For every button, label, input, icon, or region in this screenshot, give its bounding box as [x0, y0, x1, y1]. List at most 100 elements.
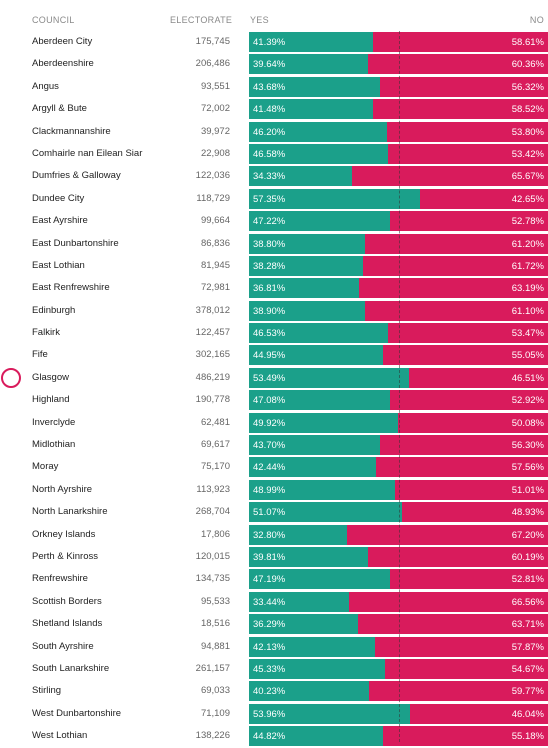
council-name: East Dunbartonshire [32, 237, 119, 249]
council-name: Orkney Islands [32, 528, 96, 540]
electorate-value: 86,836 [200, 237, 230, 249]
yes-bar [249, 524, 348, 545]
yes-percentage-label: 38.28% [253, 260, 286, 272]
no-column-header: NO [529, 15, 544, 25]
table-row: Scottish Borders 95,533 33.44% 66.56% [0, 591, 548, 613]
yes-bar [249, 54, 368, 75]
yes-percentage-label: 44.95% [253, 350, 286, 362]
council-name: South Ayrshire [32, 640, 94, 652]
council-name: Dumfries & Galloway [32, 170, 121, 182]
yes-bar [249, 143, 389, 164]
table-row: South Ayrshire 94,881 42.13% 57.87% [0, 636, 548, 658]
no-percentage-label: 60.19% [511, 551, 544, 563]
no-percentage-label: 60.36% [511, 59, 544, 71]
electorate-value: 75,170 [200, 461, 230, 473]
yes-bar [249, 390, 390, 411]
yes-bar [249, 367, 409, 388]
council-name: East Renfrewshire [32, 282, 110, 294]
table-row: Orkney Islands 17,806 32.80% 67.20% [0, 524, 548, 546]
yes-bar [249, 121, 388, 142]
electorate-value: 486,219 [195, 371, 230, 383]
yes-percentage-label: 40.23% [253, 686, 286, 698]
council-name: Shetland Islands [32, 618, 103, 630]
table-row: Dundee City 118,729 57.35% 42.65% [0, 188, 548, 210]
no-percentage-label: 50.08% [511, 417, 544, 429]
no-percentage-label: 51.01% [511, 484, 544, 496]
electorate-value: 122,457 [195, 327, 230, 339]
yes-bar [249, 345, 384, 366]
no-percentage-label: 53.47% [511, 328, 544, 340]
table-row: Perth & Kinross 120,015 39.81% 60.19% [0, 546, 548, 568]
electorate-value: 95,533 [200, 595, 230, 607]
table-row: Comhairle nan Eilean Siar 22,908 46.58% 53.… [0, 143, 548, 165]
council-name: Highland [32, 394, 70, 406]
no-bar: 48.99% 51.01% [249, 479, 548, 500]
no-percentage-label: 61.72% [511, 260, 544, 272]
table-row: East Ayrshire 99,664 47.22% 52.78% [0, 210, 548, 232]
electorate-value: 113,923 [196, 483, 230, 495]
council-name: East Lothian [32, 259, 85, 271]
electorate-value: 22,908 [200, 147, 230, 159]
yes-percentage-label: 42.13% [253, 641, 286, 653]
yes-percentage-label: 45.33% [253, 663, 286, 675]
no-percentage-label: 66.56% [511, 596, 544, 608]
yes-percentage-label: 36.29% [253, 619, 286, 631]
yes-bar [249, 457, 376, 478]
table-header: COUNCIL ELECTORATE YES NO [0, 0, 548, 34]
council-name: Inverclyde [32, 416, 76, 428]
electorate-value: 122,036 [195, 170, 230, 182]
council-name: Comhairle nan Eilean Siar [32, 147, 143, 159]
table-row: North Ayrshire 113,923 48.99% 51.01% [0, 479, 548, 501]
electorate-value: 118,729 [196, 192, 230, 204]
no-percentage-label: 55.18% [511, 731, 544, 743]
yes-percentage-label: 39.81% [253, 551, 286, 563]
yes-percentage-label: 46.20% [253, 126, 286, 138]
council-name: Stirling [32, 685, 62, 697]
electorate-value: 72,002 [200, 103, 230, 115]
no-percentage-label: 61.20% [511, 238, 544, 250]
council-name: North Lanarkshire [32, 506, 108, 518]
yes-percentage-label: 41.48% [253, 104, 286, 116]
council-name: Aberdeenshire [32, 58, 94, 70]
table-row: Shetland Islands 18,516 36.29% 63.71% [0, 613, 548, 635]
electorate-value: 99,664 [200, 215, 230, 227]
yes-bar [249, 32, 373, 52]
yes-bar [249, 703, 411, 724]
no-percentage-label: 58.52% [511, 104, 544, 116]
yes-percentage-label: 34.33% [253, 171, 286, 183]
table-row: Fife 302,165 44.95% 55.05% [0, 344, 548, 366]
council-name: Glasgow [32, 371, 69, 383]
no-percentage-label: 56.30% [511, 440, 544, 452]
table-row: Highland 190,778 47.08% 52.92% [0, 389, 548, 411]
yes-percentage-label: 51.07% [253, 507, 286, 519]
no-percentage-label: 55.05% [511, 350, 544, 362]
yes-bar [249, 323, 389, 344]
council-name: Argyll & Bute [32, 103, 87, 115]
fifty-percent-line [398, 31, 400, 742]
electorate-value: 17,806 [200, 528, 230, 540]
yes-column-header: YES [250, 15, 269, 25]
table-row: West Lothian 138,226 44.82% 55.18% [0, 725, 548, 747]
yes-percentage-label: 49.92% [253, 417, 286, 429]
council-name: Dundee City [32, 192, 85, 204]
highlight-circle-marker [1, 368, 21, 388]
yes-bar [249, 188, 421, 209]
electorate-value: 18,516 [200, 618, 230, 630]
yes-percentage-label: 57.35% [253, 193, 286, 205]
council-name: Angus [32, 80, 59, 92]
yes-percentage-label: 47.22% [253, 216, 286, 228]
electorate-value: 62,481 [200, 416, 230, 428]
electorate-value: 72,981 [200, 282, 230, 294]
table-row: Midlothian 69,617 43.70% 56.30% [0, 434, 548, 456]
council-name: Perth & Kinross [32, 550, 98, 562]
no-bar: 36.81% 63.19% [249, 278, 548, 299]
yes-bar [249, 681, 370, 702]
council-name: East Ayrshire [32, 215, 88, 227]
electorate-value: 81,945 [200, 259, 230, 271]
yes-percentage-label: 46.53% [253, 328, 286, 340]
electorate-value: 69,033 [200, 685, 230, 697]
yes-percentage-label: 39.64% [253, 59, 286, 71]
table-row: Aberdeenshire 206,486 39.64% 60.36% [0, 53, 548, 75]
table-row: Angus 93,551 43.68% 56.32% [0, 76, 548, 98]
electorate-value: 378,012 [195, 304, 230, 316]
